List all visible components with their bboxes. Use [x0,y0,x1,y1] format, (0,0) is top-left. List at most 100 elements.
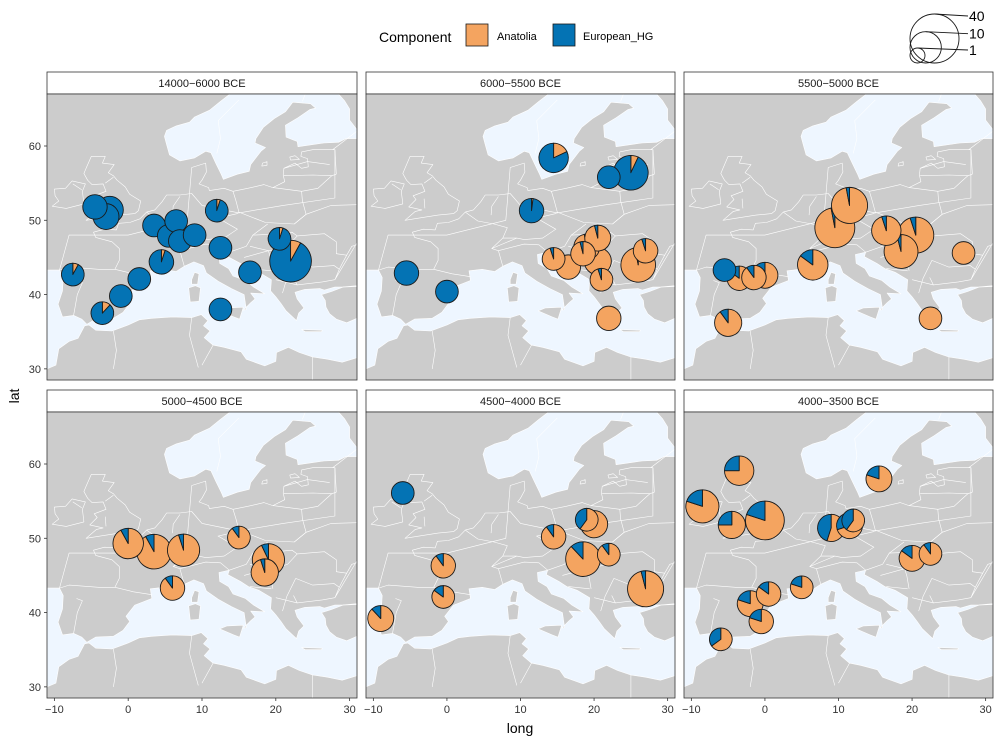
land-mass [855,306,880,320]
country-border [912,279,934,286]
pie-slice-anatolia [951,241,976,265]
pie-slice-european-hg [758,581,770,595]
country-border [275,597,298,604]
x-tick-label: −10 [682,704,701,716]
x-tick-label: −10 [45,704,64,716]
pie-layer [712,186,976,337]
land-mass [607,473,618,479]
country-border [216,99,240,154]
pie-slice-european-hg [866,465,880,480]
country-border [749,648,754,687]
x-tick-label: 20 [906,704,918,716]
pie-slice-european-hg [597,267,602,281]
country-border [611,277,653,286]
pie-marker [435,279,459,304]
pie-slice-european-hg [127,267,152,291]
country-border [650,130,675,150]
country-border [933,233,983,256]
pie-marker [90,301,115,325]
pie-marker [841,508,865,533]
y-tick-label: 60 [29,141,41,153]
pie-slice-european-hg [61,262,85,287]
country-border [423,176,433,184]
pie-marker [709,627,733,652]
land-mass [855,624,880,638]
pie-marker [127,267,152,291]
pie-slice-european-hg [182,223,207,247]
pie-slice-anatolia [724,455,755,486]
land-mass [696,467,972,589]
land-mass [402,474,460,539]
pie-slice-european-hg [231,525,240,538]
country-border [332,448,357,468]
land-mass [537,624,562,638]
country-border [937,491,973,510]
country-border [749,330,754,369]
pie-marker [596,542,621,567]
pie-slice-european-hg [208,297,233,322]
x-tick-label: −10 [364,704,383,716]
country-border [838,344,850,366]
pie-slice-european-hg [749,608,762,622]
land-mass [827,590,836,603]
land-mass [925,155,936,161]
pie-slice-european-hg [845,186,850,206]
land-mass [261,161,268,167]
land-mass [47,632,357,698]
pie-marker [208,297,233,322]
pie-marker [589,267,614,292]
country-border [431,330,436,369]
panel-title: 4000−3500 BCE [798,396,879,408]
country-border [334,149,337,175]
country-border [433,269,471,277]
country-border [918,578,933,612]
country-border [838,662,850,684]
size-legend-circle [909,13,960,64]
land-mass [579,479,586,485]
pie-marker [797,249,829,281]
land-mass [619,329,641,332]
pie-marker [574,507,599,532]
pie-slice-european-hg [724,455,740,472]
pie-slice-european-hg [390,481,415,505]
pie-slice-european-hg [746,264,755,278]
pie-layer [685,455,943,652]
country-border [889,541,905,554]
pie-marker [632,238,659,264]
country-border [465,211,508,267]
y-tick-label: 40 [29,290,41,302]
pie-slice-european-hg [208,235,233,260]
pie-slice-european-hg [579,241,584,255]
country-border [710,280,720,316]
legend-swatch-anatolia [465,23,489,47]
pie-slice-european-hg [790,575,803,588]
x-tick-label: 0 [125,704,131,716]
x-axis-title: long [507,720,533,736]
pie-slice-european-hg [82,194,108,220]
land-mass [937,647,959,650]
country-border [113,330,117,369]
country-border [490,196,499,216]
country-border [783,529,826,585]
pie-marker [112,527,144,560]
pie-marker [269,239,312,283]
pie-marker [748,608,774,635]
pie-slice-european-hg [260,558,266,573]
country-border [904,568,910,589]
pie-marker [565,541,601,577]
pie-slice-european-hg [594,224,599,239]
size-legend: 40 101 [909,8,985,64]
land-mass [897,479,904,485]
country-border [602,479,648,487]
pie-marker [570,241,596,267]
country-border [808,514,817,534]
pie-marker [685,489,720,524]
pie-marker [831,186,869,224]
country-border [490,514,499,534]
land-mass [509,272,518,285]
pie-slice-european-hg [518,197,545,224]
country-border [293,595,335,604]
pie-marker [164,209,188,233]
country-border [72,501,82,509]
country-border [297,233,347,256]
